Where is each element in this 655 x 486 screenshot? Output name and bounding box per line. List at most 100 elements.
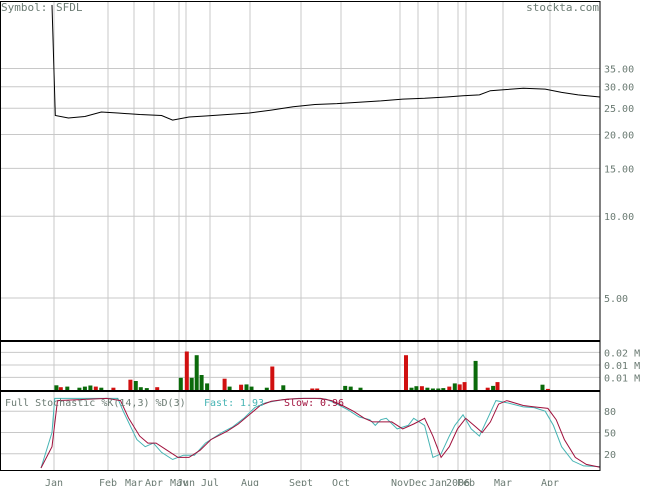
slow-label: Slow:: [284, 398, 314, 409]
price-tick-label: 25.00: [604, 104, 634, 115]
x-tick-label: Feb: [457, 478, 475, 486]
price-tick-label: 30.00: [604, 83, 634, 94]
x-tick-label: May: [170, 478, 188, 486]
volume-bar-up: [99, 387, 104, 390]
volume-bar-down: [270, 366, 275, 390]
volume-tick-label: 0.01 M: [604, 373, 640, 384]
volume-tick-label: 0.02 M: [604, 348, 640, 359]
symbol-label: Symbol:: [1, 1, 47, 14]
x-tick-label: Feb: [99, 478, 117, 486]
volume-bar-up: [227, 386, 232, 390]
volume-bar-down: [93, 386, 98, 390]
volume-bar-down: [419, 386, 424, 390]
slow-line: [40, 397, 601, 469]
volume-bar-down: [545, 388, 550, 390]
volume-bar-down: [457, 384, 462, 390]
x-tick-label: Nov: [391, 478, 409, 486]
volume-panel: 0.02 M 0.01 M0.01 M: [54, 348, 640, 390]
stochastic-title: Full Stochastic %K(14,3) %D(3): [5, 398, 186, 409]
volume-bar-down: [128, 379, 133, 390]
volume-bar-down: [111, 387, 116, 390]
volume-bar-down: [485, 387, 490, 390]
volume-bar-up: [54, 385, 59, 390]
stochastic-panel-frame: [0, 391, 601, 471]
price-tick-label: 35.00: [604, 65, 634, 76]
x-tick-label: Jan: [429, 478, 447, 486]
volume-bar-up: [77, 387, 82, 390]
x-tick-label: Oct: [332, 478, 350, 486]
volume-bar-up: [133, 381, 138, 390]
x-tick-label: Jul: [201, 478, 219, 486]
volume-bar-up: [65, 386, 70, 390]
stochastic-tick-label: 80: [604, 407, 616, 418]
volume-bar-down: [315, 388, 320, 390]
volume-bar-up: [199, 375, 204, 390]
price-tick-label: 20.00: [604, 131, 634, 142]
volume-bar-up: [178, 377, 183, 390]
price-tick-label: 5.00: [604, 294, 628, 305]
price-tick-label: 15.00: [604, 164, 634, 175]
volume-bar-up: [264, 387, 269, 390]
volume-bar-up: [144, 388, 149, 390]
x-tick-label: Mar: [125, 478, 143, 486]
x-tick-label: Mar: [494, 478, 512, 486]
price-line: [51, 4, 601, 121]
volume-bar-down: [447, 386, 452, 390]
volume-bar-up: [343, 385, 348, 390]
volume-bar-up: [414, 386, 419, 390]
x-tick-label: Sept: [289, 478, 313, 486]
stochastic-tick-label: 50: [604, 429, 616, 440]
volume-bar-down: [184, 351, 189, 390]
volume-bar-up: [409, 387, 414, 390]
x-tick-label: Dec: [409, 478, 427, 486]
stochastic-panel: 80 50 20: [40, 397, 616, 469]
volume-bar-up: [281, 385, 286, 390]
volume-bar-up: [436, 388, 441, 390]
stochastic-tick-label: 20: [604, 450, 616, 461]
volume-bar-up: [452, 383, 457, 390]
volume-bar-down: [404, 355, 408, 390]
volume-bar-up: [540, 384, 545, 390]
volume-bar-up: [441, 388, 446, 390]
x-tick-label: 2006: [446, 478, 470, 486]
volume-panel-frame: [0, 341, 601, 391]
volume-bar-up: [348, 386, 353, 390]
volume-bar-down: [462, 382, 467, 390]
volume-bar-down: [310, 388, 315, 390]
slow-value: 0.96: [320, 398, 344, 409]
x-tick-label: Jun: [177, 478, 195, 486]
price-panel-frame: [0, 1, 601, 341]
volume-bar-up: [491, 385, 496, 390]
x-tick-label: Jan: [45, 478, 63, 486]
volume-bar-up: [138, 387, 143, 390]
x-tick-label: Apr: [145, 478, 163, 486]
volume-bar-down: [239, 384, 244, 390]
fast-value: 1.93: [240, 398, 264, 409]
volume-bar-up: [358, 387, 363, 390]
price-panel: 35.00 30.00 25.00 20.00 15.00 10.00 5.00: [51, 4, 634, 305]
x-tick-label: Aug: [241, 478, 259, 486]
price-tick-label: 10.00: [604, 212, 634, 223]
symbol-value: SFDL: [56, 1, 83, 14]
volume-bar-up: [249, 386, 254, 390]
volume-bar-up: [425, 387, 430, 390]
volume-bar-up: [82, 386, 87, 390]
volume-bar-down: [155, 387, 160, 390]
volume-bar-up: [194, 355, 199, 390]
panel-frames: [0, 1, 601, 471]
volume-bar-down: [495, 382, 500, 390]
x-tick-label: Apr: [541, 478, 559, 486]
volume-bar-up: [473, 360, 478, 390]
volume-tick-label: 0.01 M: [604, 361, 640, 372]
volume-bar-up: [88, 385, 93, 390]
volume-bar-up: [244, 384, 249, 390]
volume-bar-up: [205, 383, 210, 390]
volume-bar-down: [58, 387, 63, 390]
site-name[interactable]: stockta.com: [526, 1, 599, 14]
volume-bar-up: [189, 377, 194, 390]
fast-label: Fast:: [204, 398, 234, 409]
volume-bar-up: [430, 388, 435, 390]
volume-bar-down: [222, 378, 227, 390]
